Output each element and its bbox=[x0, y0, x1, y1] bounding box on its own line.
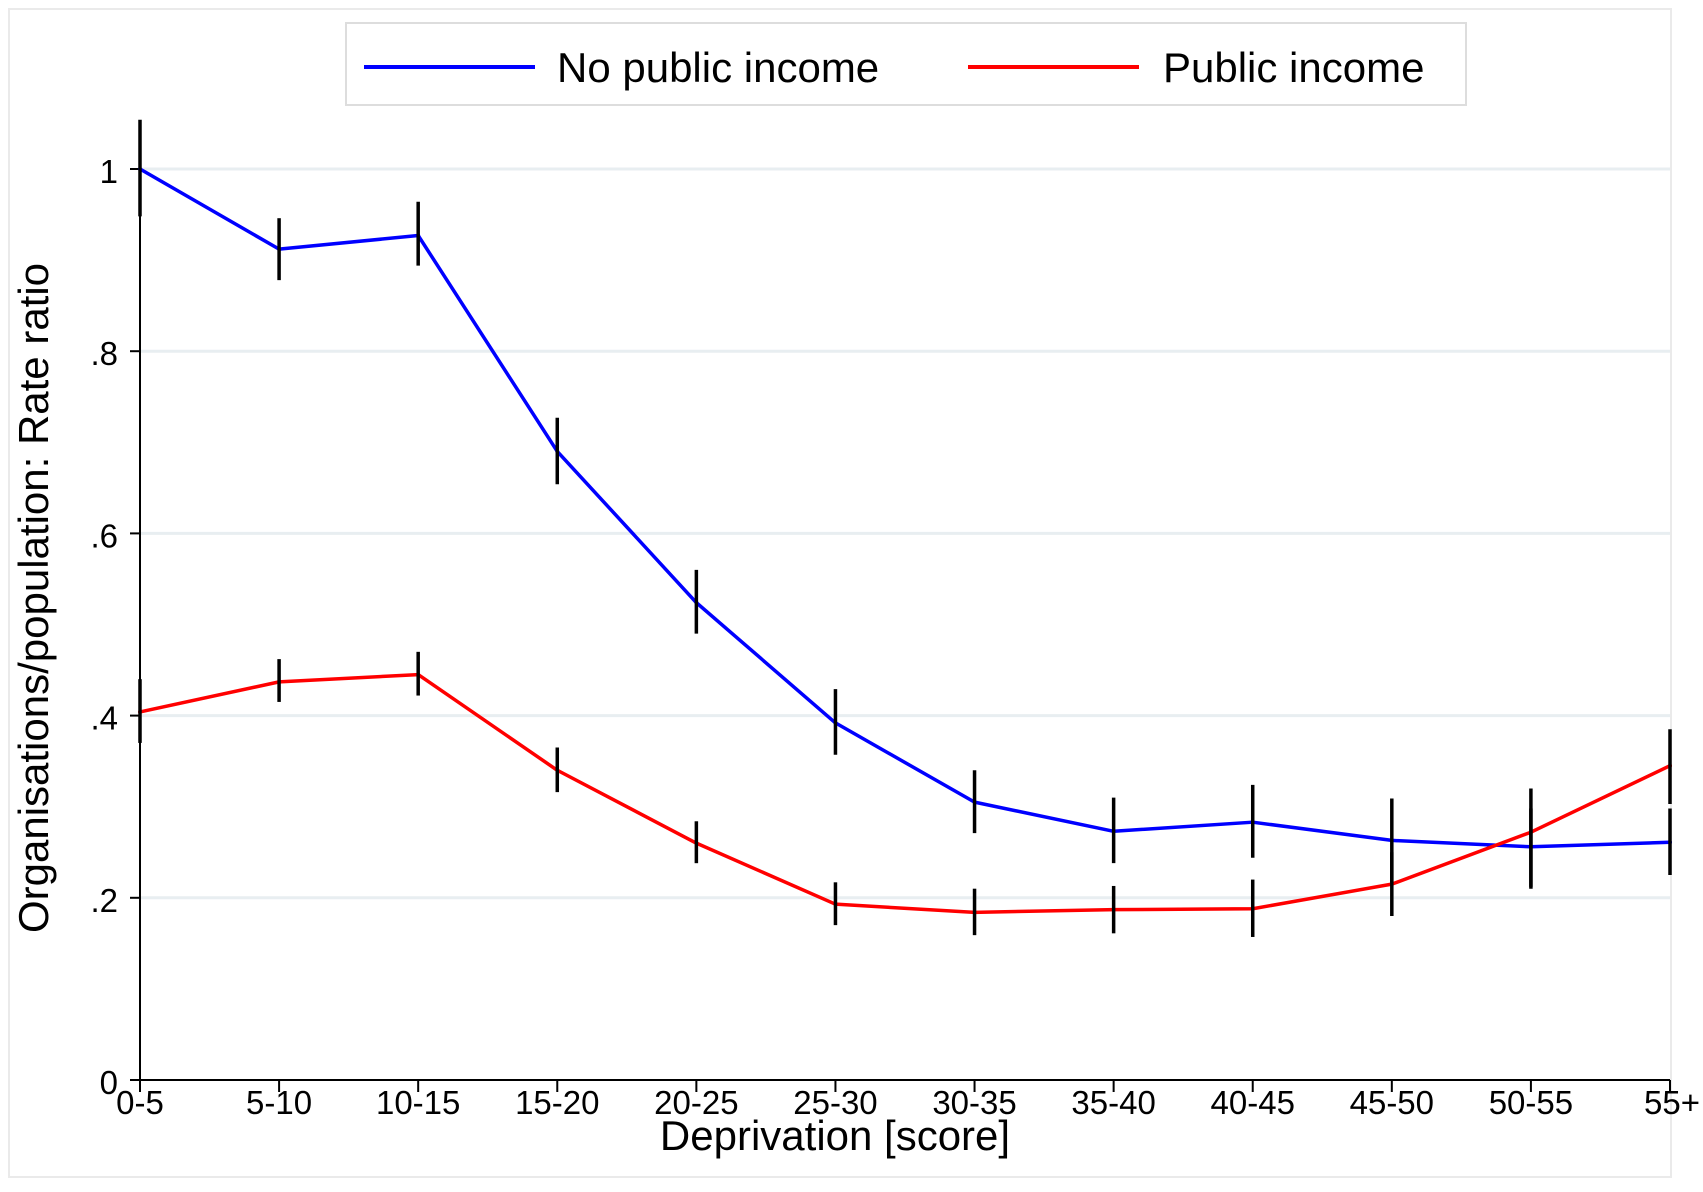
x-tick-label: 45-50 bbox=[1350, 1084, 1434, 1121]
legend-label-public-income: Public income bbox=[1163, 44, 1424, 91]
y-tick-label: .8 bbox=[90, 335, 118, 372]
x-axis-title: Deprivation [score] bbox=[660, 1112, 1010, 1159]
y-tick-label: .6 bbox=[90, 517, 118, 554]
gridlines bbox=[140, 167, 1670, 900]
y-tick-label: .2 bbox=[90, 882, 118, 919]
x-tick-label: 5-10 bbox=[246, 1084, 312, 1121]
x-tick-label: 35-40 bbox=[1071, 1084, 1155, 1121]
series-line-no-public-income bbox=[139, 167, 1671, 849]
x-tick-label: 20-25 bbox=[654, 1084, 738, 1121]
y-tick-label: 0 bbox=[100, 1064, 118, 1101]
series-line-public-income bbox=[139, 672, 1671, 915]
legend: No public income Public income bbox=[345, 22, 1467, 106]
legend-label-no-public-income: No public income bbox=[557, 44, 879, 91]
x-tick-label: 10-15 bbox=[376, 1084, 460, 1121]
axes: 0 .2 .4 .6 .8 1 0-5 5-10 10-15 15-20 20-25 25-30 30-… bbox=[90, 120, 1700, 1121]
plot-frame bbox=[8, 8, 1672, 1178]
y-tick-label: .4 bbox=[90, 700, 118, 737]
x-tick-label: 30-35 bbox=[932, 1084, 1016, 1121]
x-tick-label: 40-45 bbox=[1211, 1084, 1295, 1121]
x-tick-label: 25-30 bbox=[793, 1084, 877, 1121]
y-axis-title: Organisations/population: Rate ratio bbox=[10, 263, 57, 933]
y-tick-label: 1 bbox=[100, 153, 118, 190]
x-tick-label: 50-55 bbox=[1489, 1084, 1573, 1121]
legend-box bbox=[345, 22, 1467, 106]
x-tick-label: 0-5 bbox=[116, 1084, 164, 1121]
confidence-intervals bbox=[138, 119, 1672, 937]
x-tick-label: 15-20 bbox=[515, 1084, 599, 1121]
x-tick-label: 55+ bbox=[1644, 1084, 1700, 1121]
